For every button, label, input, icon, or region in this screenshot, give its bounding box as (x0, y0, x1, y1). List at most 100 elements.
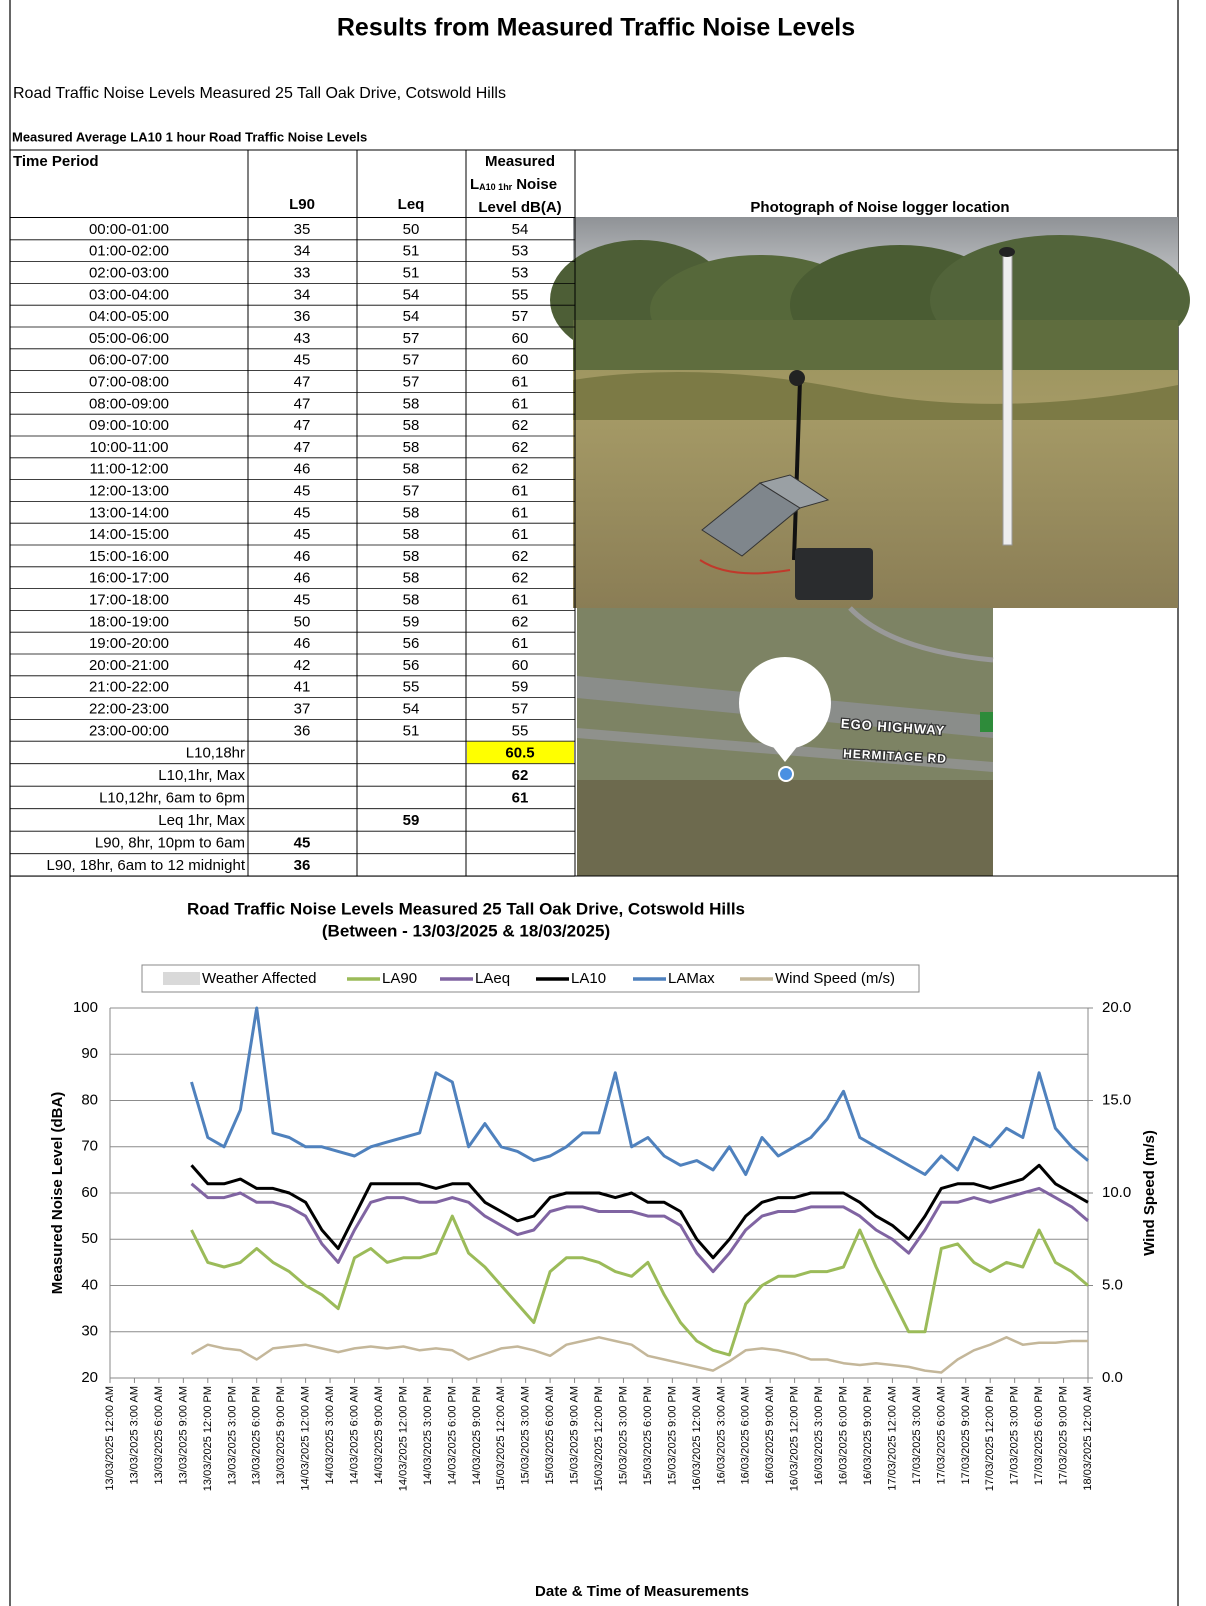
summary-label: L10,12hr, 6am to 6pm (99, 789, 245, 806)
x-tick-label: 17/03/2025 9:00 PM (1058, 1386, 1070, 1485)
table-cell: 51 (403, 722, 420, 739)
x-tick-label: 14/03/2025 12:00 PM (397, 1386, 409, 1491)
x-tick-label: 16/03/2025 3:00 AM (715, 1386, 727, 1484)
table-cell: 14:00-15:00 (89, 526, 169, 543)
table-cell: 00:00-01:00 (89, 221, 169, 238)
table-cell: 45 (294, 591, 311, 608)
x-tick-label: 14/03/2025 9:00 AM (373, 1386, 385, 1484)
x-tick-label: 13/03/2025 12:00 PM (202, 1386, 214, 1491)
table-cell: 55 (512, 286, 529, 303)
table-cell: 54 (403, 308, 420, 325)
x-tick-label: 15/03/2025 9:00 AM (569, 1386, 581, 1484)
table-cell: 54 (512, 221, 529, 238)
table-cell: 62 (512, 417, 529, 434)
legend-label: LA10 (571, 970, 606, 987)
table-cell: 04:00-05:00 (89, 308, 169, 325)
table-cell: 61 (512, 526, 529, 543)
y-tick-label: 40 (81, 1276, 98, 1293)
legend-label: Wind Speed (m/s) (775, 970, 895, 987)
table-cell: 60 (512, 657, 529, 674)
x-tick-label: 16/03/2025 6:00 AM (740, 1386, 752, 1484)
summary-value: 61 (512, 789, 529, 806)
table-cell: 62 (512, 548, 529, 565)
summary-label: Leq 1hr, Max (158, 812, 245, 829)
table-cell: 62 (512, 570, 529, 587)
table-cell: 46 (294, 461, 311, 478)
table-cell: 54 (403, 286, 420, 303)
table-cell: 59 (512, 679, 529, 696)
summary-value: 45 (294, 834, 311, 851)
table-cell: 34 (294, 286, 311, 303)
y2-tick-label: 15.0 (1102, 1091, 1131, 1108)
table-cell: 47 (294, 395, 311, 412)
y-axis-label: Measured Noise Level (dBA) (49, 1092, 66, 1295)
table-cell: 55 (403, 679, 420, 696)
series-line (192, 1337, 1089, 1372)
table-cell: 50 (294, 613, 311, 630)
table-cell: 19:00-20:00 (89, 635, 169, 652)
table-cell: 11:00-12:00 (90, 461, 169, 478)
table-cell: 36 (294, 722, 311, 739)
summary-label: L90, 8hr, 10pm to 6am (95, 834, 245, 851)
table-cell: 59 (403, 613, 420, 630)
y-tick-label: 60 (81, 1184, 98, 1201)
x-tick-label: 17/03/2025 3:00 AM (911, 1386, 923, 1484)
table-cell: 01:00-02:00 (89, 243, 169, 260)
x-tick-label: 13/03/2025 3:00 PM (226, 1386, 238, 1485)
table-cell: 15:00-16:00 (89, 548, 169, 565)
table-cell: 10:00-11:00 (90, 439, 169, 456)
table-cell: 03:00-04:00 (89, 286, 169, 303)
x-tick-label: 13/03/2025 12:00 AM (104, 1386, 116, 1491)
x-tick-label: 13/03/2025 3:00 AM (128, 1386, 140, 1484)
table-cell: 46 (294, 635, 311, 652)
x-tick-label: 16/03/2025 3:00 PM (813, 1386, 825, 1485)
table-cell: 57 (512, 700, 529, 717)
table-cell: 58 (403, 570, 420, 587)
table-cell: 58 (403, 417, 420, 434)
table-cell: 47 (294, 373, 311, 390)
table-cell: 47 (294, 417, 311, 434)
summary-label: L10,18hr (186, 744, 245, 761)
legend-label: LAeq (475, 970, 510, 987)
table-cell: 58 (403, 439, 420, 456)
x-tick-label: 13/03/2025 9:00 AM (177, 1386, 189, 1484)
x-tick-label: 15/03/2025 3:00 PM (617, 1386, 629, 1485)
table-cell: 45 (294, 352, 311, 369)
table-cell: 61 (512, 635, 529, 652)
y-tick-label: 90 (81, 1045, 98, 1062)
y-tick-label: 80 (81, 1091, 98, 1108)
logger-photo (550, 217, 1190, 608)
table-cell: 45 (294, 504, 311, 521)
x-tick-label: 14/03/2025 9:00 PM (471, 1386, 483, 1485)
table-cell: 61 (512, 395, 529, 412)
x-tick-label: 16/03/2025 9:00 AM (764, 1386, 776, 1484)
column-header: Measured (485, 153, 555, 170)
table-cell: 60 (512, 352, 529, 369)
table-cell: 23:00-00:00 (89, 722, 169, 739)
y-tick-label: 70 (81, 1138, 98, 1155)
table-cell: 37 (294, 700, 311, 717)
summary-value: 62 (512, 767, 529, 784)
column-header: Level dB(A) (478, 199, 561, 216)
x-tick-label: 15/03/2025 12:00 PM (593, 1386, 605, 1491)
summary-value: 36 (294, 857, 311, 874)
y2-tick-label: 5.0 (1102, 1276, 1123, 1293)
legend-label: LAMax (668, 970, 715, 987)
x-tick-label: 14/03/2025 3:00 PM (422, 1386, 434, 1485)
table-cell: 57 (403, 330, 420, 347)
table-cell: 41 (294, 679, 311, 696)
table-cell: 07:00-08:00 (89, 373, 169, 390)
legend-label: LA90 (382, 970, 417, 987)
x-tick-label: 16/03/2025 6:00 PM (838, 1386, 850, 1485)
column-header: Leq (398, 196, 425, 213)
legend-label: Weather Affected (202, 970, 317, 987)
table-cell: 02:00-03:00 (89, 264, 169, 281)
table-cell: 21:00-22:00 (89, 679, 169, 696)
table-cell: 13:00-14:00 (89, 504, 169, 521)
column-header: L90 (289, 196, 315, 213)
table-cell: 42 (294, 657, 311, 674)
x-tick-label: 17/03/2025 9:00 AM (960, 1386, 972, 1484)
table-cell: 58 (403, 461, 420, 478)
table-cell: 57 (403, 373, 420, 390)
